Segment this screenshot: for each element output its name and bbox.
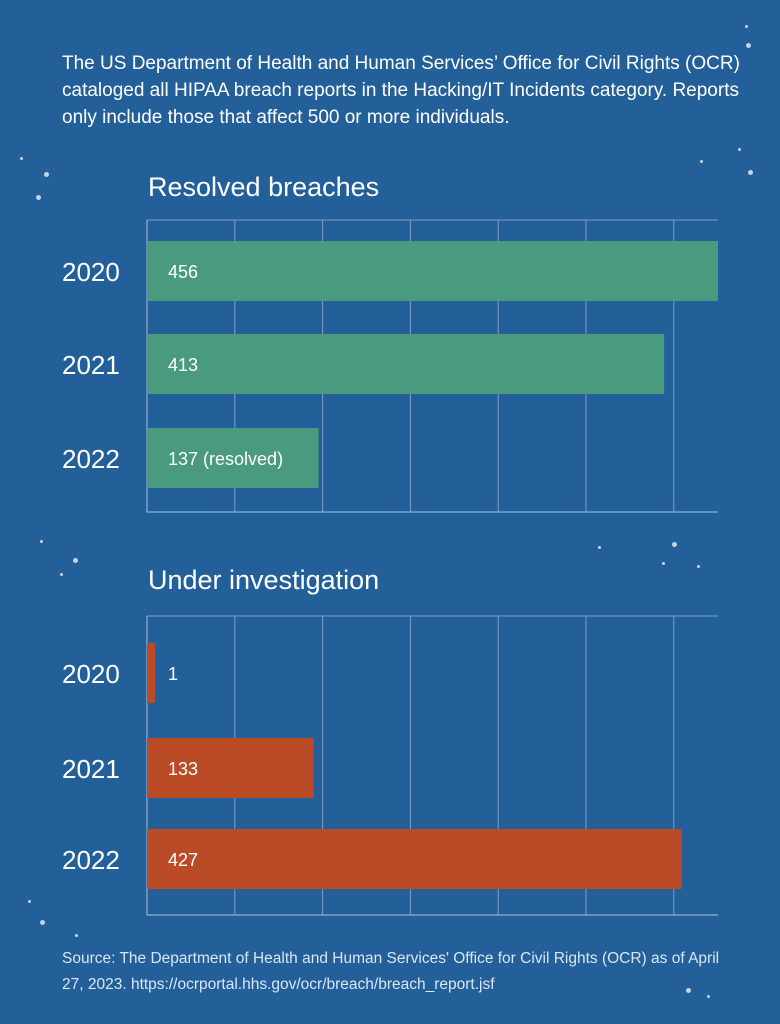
resolved-bar-2021 <box>147 334 665 394</box>
star-decoration <box>75 934 78 937</box>
resolved-bar-2020 <box>147 241 718 301</box>
resolved-breaches-chart: 2020 456 2021 413 2022 137 (resolved) <box>62 219 718 513</box>
intro-text: The US Department of Health and Human Se… <box>62 53 740 128</box>
star-decoration <box>44 172 49 177</box>
star-decoration <box>28 900 31 903</box>
star-decoration <box>40 540 43 543</box>
resolved-chart-title: Resolved breaches <box>148 172 380 202</box>
resolved-value-label-2021: 413 <box>168 355 198 375</box>
star-decoration <box>746 43 751 48</box>
resolved-year-label-2021: 2021 <box>62 350 120 380</box>
investigation-year-label-2020: 2020 <box>62 659 120 689</box>
star-decoration <box>745 25 748 28</box>
investigation-value-label-2021: 133 <box>168 759 198 779</box>
star-decoration <box>700 160 703 163</box>
star-decoration <box>697 565 700 568</box>
investigation-bar-2022 <box>147 829 682 889</box>
star-decoration <box>672 542 677 547</box>
star-decoration <box>73 558 78 563</box>
star-decoration <box>707 995 710 998</box>
star-decoration <box>36 195 41 200</box>
resolved-year-label-2020: 2020 <box>62 257 120 287</box>
investigation-chart-title: Under investigation <box>148 565 380 595</box>
star-decoration <box>662 562 665 565</box>
resolved-value-label-2020: 456 <box>168 262 198 282</box>
star-decoration <box>20 157 23 160</box>
star-decoration <box>598 546 601 549</box>
star-decoration <box>40 920 45 925</box>
star-decoration <box>60 573 63 576</box>
star-decoration <box>738 148 741 151</box>
source-note: Source: The Department of Health and Hum… <box>62 950 720 993</box>
star-decoration <box>686 988 691 993</box>
resolved-value-label-2022: 137 (resolved) <box>168 449 283 469</box>
resolved-bar-2022 <box>147 428 319 488</box>
resolved-year-label-2022: 2022 <box>62 444 120 474</box>
investigation-value-label-2020: 1 <box>168 664 178 684</box>
investigation-year-label-2022: 2022 <box>62 845 120 875</box>
investigation-value-label-2022: 427 <box>168 850 198 870</box>
investigation-bar-2021 <box>147 738 314 798</box>
star-decoration <box>748 170 753 175</box>
investigation-year-label-2021: 2021 <box>62 754 120 784</box>
under-investigation-chart: 2020 1 2021 133 2022 427 <box>62 615 718 916</box>
investigation-bar-2020 <box>147 643 155 703</box>
